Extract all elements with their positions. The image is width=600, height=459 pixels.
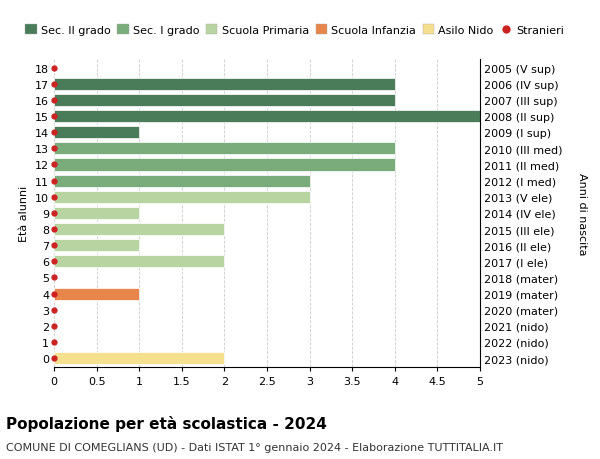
Bar <box>54 288 139 300</box>
Y-axis label: Età alunni: Età alunni <box>19 185 29 241</box>
Text: COMUNE DI COMEGLIANS (UD) - Dati ISTAT 1° gennaio 2024 - Elaborazione TUTTITALIA: COMUNE DI COMEGLIANS (UD) - Dati ISTAT 1… <box>6 442 503 452</box>
Bar <box>54 175 310 187</box>
Text: Popolazione per età scolastica - 2024: Popolazione per età scolastica - 2024 <box>6 415 327 431</box>
Bar <box>54 78 395 91</box>
Bar <box>54 256 224 268</box>
Bar <box>54 224 224 235</box>
Bar <box>54 127 139 139</box>
Legend: Sec. II grado, Sec. I grado, Scuola Primaria, Scuola Infanzia, Asilo Nido, Stran: Sec. II grado, Sec. I grado, Scuola Prim… <box>25 25 563 36</box>
Bar <box>54 159 395 171</box>
Bar <box>54 353 224 364</box>
Y-axis label: Anni di nascita: Anni di nascita <box>577 172 587 255</box>
Bar <box>54 111 480 123</box>
Bar <box>54 143 395 155</box>
Bar <box>54 95 395 107</box>
Bar <box>54 207 139 219</box>
Bar <box>54 240 139 252</box>
Bar <box>54 191 310 203</box>
